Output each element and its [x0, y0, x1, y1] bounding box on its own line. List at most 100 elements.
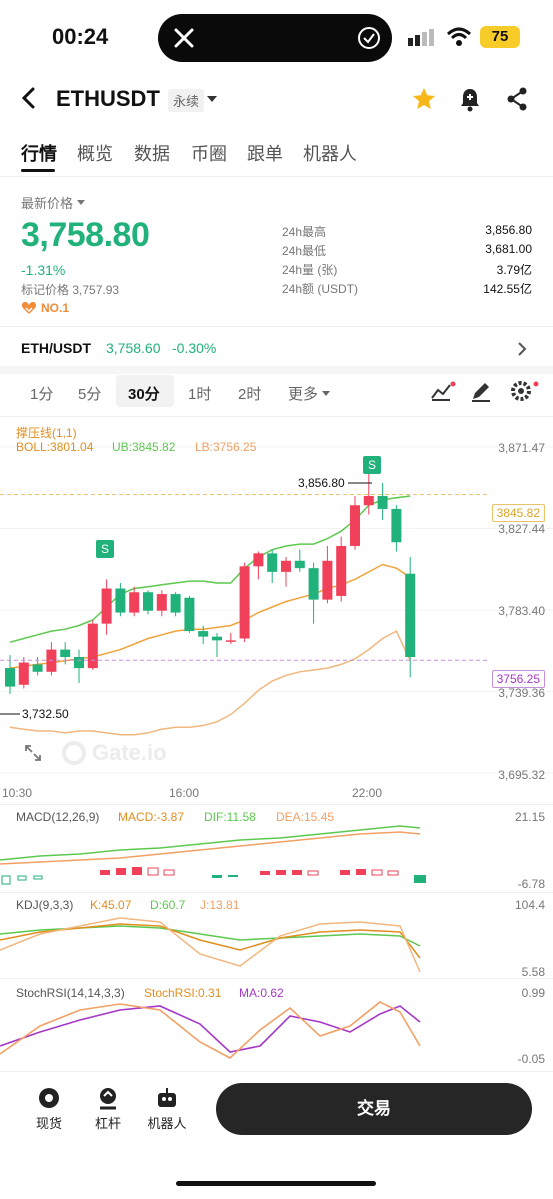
section-gap: [0, 366, 553, 374]
spot-change: -0.30%: [172, 340, 217, 356]
stat-value-24h-high: 3,856.80: [485, 223, 532, 237]
lb-price-tag: 3756.25: [491, 670, 545, 688]
candle-body: [5, 668, 15, 687]
chevron-down-icon[interactable]: [206, 94, 218, 104]
candle-body: [143, 592, 153, 611]
signal-icon: [408, 29, 434, 46]
nav-leverage[interactable]: 杠杆: [78, 1086, 138, 1132]
fullscreen-icon[interactable]: [24, 744, 42, 762]
mark-price: 标记价格 3,757.93: [21, 283, 120, 297]
interval-more[interactable]: 更多: [288, 383, 331, 404]
caret-down-icon: [77, 199, 86, 205]
candle: [170, 592, 181, 617]
candle-body: [115, 588, 126, 613]
nav-spot[interactable]: 现货: [19, 1086, 79, 1132]
macd-value: MACD:-3.87: [118, 810, 185, 824]
candle-body: [87, 623, 98, 669]
indicator-icon[interactable]: [430, 380, 456, 402]
candle: [308, 562, 319, 624]
spot-pair[interactable]: ETH/USDT: [21, 340, 91, 356]
y-tick-3: 3,783.40: [498, 604, 545, 618]
candle: [391, 505, 402, 552]
candle-body: [267, 553, 278, 572]
gate-logo-icon: [62, 741, 86, 765]
latest-price-label[interactable]: 最新价格: [21, 193, 86, 212]
chart-overlay: [0, 482, 490, 715]
candle-body: [32, 664, 43, 672]
candle: [294, 549, 305, 572]
divider: [0, 978, 553, 979]
tab-copy-trade[interactable]: 跟单: [247, 144, 283, 164]
lb-value: LB:3756.25: [195, 440, 257, 454]
interval-30m[interactable]: 30分: [128, 386, 160, 403]
candle: [198, 625, 209, 645]
nav-leverage-label: 杠杆: [94, 1116, 121, 1131]
candle-body: [363, 495, 374, 506]
heart-flame-icon: [21, 302, 37, 314]
candle-body: [198, 631, 209, 637]
pair-title[interactable]: ETHUSDT: [56, 86, 160, 111]
sell-signal-marker[interactable]: S: [363, 456, 381, 474]
stat-value-24h-turnover: 142.55亿: [483, 282, 532, 296]
candle: [267, 549, 278, 583]
nav-bot[interactable]: 机器人: [137, 1086, 197, 1132]
candle-body: [322, 560, 333, 600]
tab-community[interactable]: 币圈: [191, 144, 227, 164]
macd-min: -6.78: [517, 877, 545, 891]
low-price-label: 3,732.50: [22, 707, 69, 721]
trade-button[interactable]: 交易: [216, 1083, 532, 1135]
divider: [0, 892, 553, 893]
tab-overview[interactable]: 概览: [77, 144, 113, 164]
candle: [143, 590, 153, 615]
watermark: Gate.io: [62, 740, 167, 766]
x-tick-2: 16:00: [169, 786, 200, 800]
settings-gear-icon[interactable]: [510, 380, 540, 402]
y-tick-4: 3,739.36: [498, 686, 545, 700]
y-tick-5: 3,695.32: [498, 768, 545, 782]
sell-signal-marker[interactable]: S: [96, 540, 114, 558]
draw-pen-icon[interactable]: [470, 380, 492, 402]
candle: [322, 545, 333, 604]
candle: [115, 582, 126, 617]
tab-market[interactable]: 行情: [21, 144, 57, 164]
divider: [0, 326, 553, 327]
interval-1h[interactable]: 1时: [188, 386, 212, 403]
macd-dif: DIF:11.58: [204, 810, 256, 824]
tab-data[interactable]: 数据: [134, 144, 170, 164]
candle: [87, 619, 98, 670]
candle: [253, 551, 264, 580]
ub-value: UB:3845.82: [112, 440, 176, 454]
interval-active-bg: [116, 375, 174, 407]
candlestick-chart[interactable]: [0, 417, 553, 807]
boll-value: BOLL:3801.04: [16, 440, 94, 454]
star-icon[interactable]: [411, 86, 437, 112]
interval-1m[interactable]: 1分: [30, 386, 54, 403]
candle-body: [281, 560, 291, 572]
stochrsi-ma: MA:0.62: [239, 986, 284, 1000]
candle-body: [308, 568, 319, 600]
interval-5m[interactable]: 5分: [78, 386, 102, 403]
candles: [5, 473, 416, 695]
caret-down-icon: [322, 390, 331, 396]
candle-body: [253, 553, 264, 567]
last-price: 3,758.80: [21, 216, 150, 254]
interval-more-label: 更多: [288, 386, 319, 403]
share-icon[interactable]: [505, 86, 529, 112]
candle-body: [101, 588, 112, 624]
candle-body: [18, 662, 29, 685]
bell-icon[interactable]: [458, 86, 482, 112]
chevron-right-icon[interactable]: [516, 341, 528, 357]
candle-body: [336, 545, 347, 596]
interval-2h[interactable]: 2时: [238, 386, 262, 403]
divider: [0, 1071, 553, 1072]
tab-bot[interactable]: 机器人: [303, 144, 357, 164]
candle-body: [74, 656, 84, 669]
candle-body: [156, 594, 167, 611]
wifi-icon: [446, 27, 472, 46]
ub-price-tag: 3845.82: [491, 504, 545, 522]
candle-body: [391, 508, 402, 543]
rank-badge[interactable]: NO.1: [21, 301, 69, 315]
back-arrow-icon[interactable]: [18, 86, 40, 110]
upper-band-line: [9, 495, 411, 643]
chart-title: 撑压线(1,1): [16, 426, 77, 440]
